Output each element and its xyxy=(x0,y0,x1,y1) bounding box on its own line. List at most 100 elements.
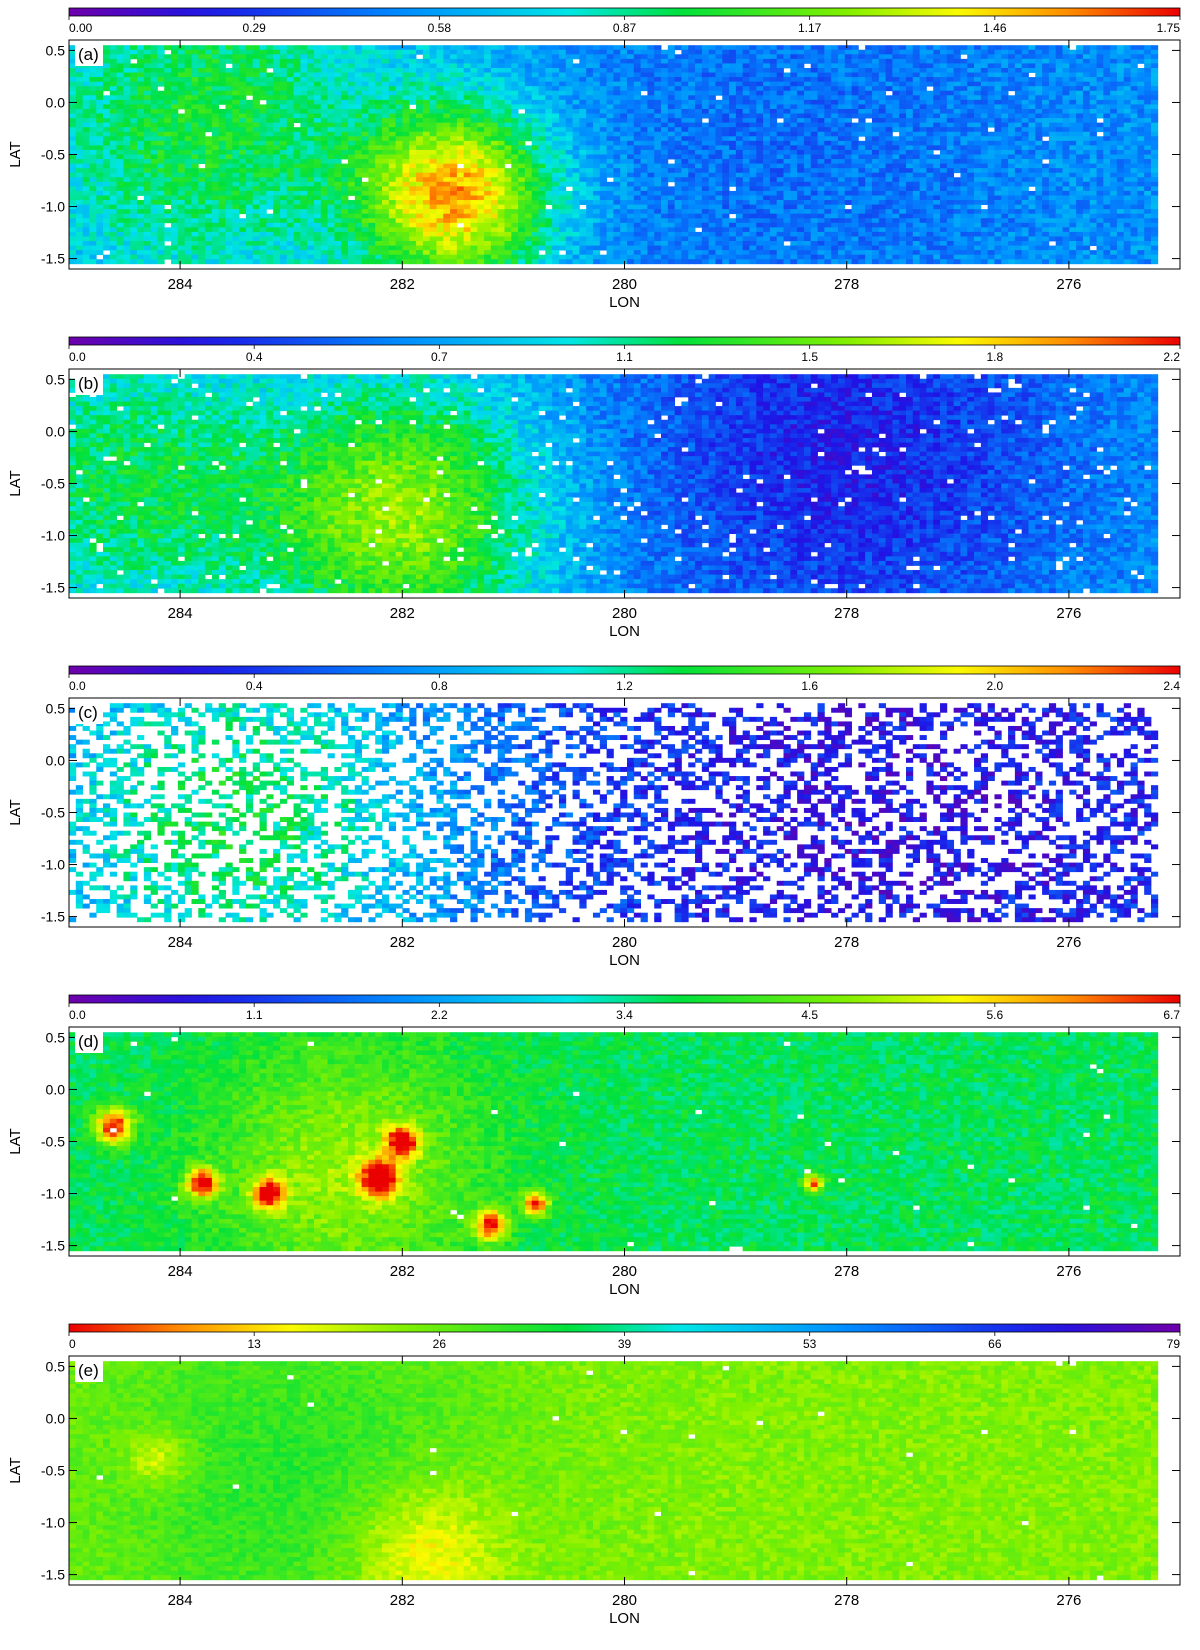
heatmap-cell xyxy=(409,164,416,169)
heatmap-cell xyxy=(892,127,899,132)
heatmap-cell xyxy=(171,159,178,164)
heatmap-cell xyxy=(389,168,396,173)
heatmap-cell xyxy=(505,168,512,173)
heatmap-cell xyxy=(1090,77,1097,82)
heatmap-cell xyxy=(450,63,457,68)
heatmap-cell xyxy=(613,145,620,150)
heatmap-cell xyxy=(1144,73,1151,78)
heatmap-cell xyxy=(743,100,750,105)
heatmap-cell xyxy=(675,54,682,59)
heatmap-cell xyxy=(709,86,716,91)
heatmap-cell xyxy=(620,164,627,169)
heatmap-cell xyxy=(117,127,124,132)
heatmap-cell xyxy=(334,59,341,64)
heatmap-cell xyxy=(545,104,552,109)
heatmap-cell xyxy=(695,168,702,173)
heatmap-cell xyxy=(470,54,477,59)
heatmap-cell xyxy=(899,127,906,132)
heatmap-cell xyxy=(852,136,859,141)
heatmap-cell xyxy=(749,45,756,50)
heatmap-cell xyxy=(960,109,967,114)
heatmap-cell xyxy=(981,155,988,160)
heatmap-cell xyxy=(89,123,96,128)
heatmap-cell xyxy=(123,91,130,96)
heatmap-cell xyxy=(906,54,913,59)
heatmap-cell xyxy=(151,82,158,87)
heatmap-cell xyxy=(246,100,253,105)
heatmap-cell xyxy=(178,77,185,82)
heatmap-cell xyxy=(484,132,491,137)
heatmap-cell xyxy=(287,114,294,119)
heatmap-cell xyxy=(784,109,791,114)
heatmap-cell xyxy=(1008,50,1015,55)
heatmap-cell xyxy=(933,59,940,64)
heatmap-cell xyxy=(185,77,192,82)
heatmap-cell xyxy=(715,63,722,68)
heatmap-cell xyxy=(1022,109,1029,114)
heatmap-cell xyxy=(654,123,661,128)
heatmap-cell xyxy=(280,95,287,100)
heatmap-cell xyxy=(967,95,974,100)
heatmap-cell xyxy=(1090,63,1097,68)
heatmap-cell xyxy=(818,100,825,105)
heatmap-cell xyxy=(981,136,988,141)
heatmap-cell xyxy=(321,95,328,100)
heatmap-cell xyxy=(777,159,784,164)
heatmap-cell xyxy=(620,68,627,73)
heatmap-cell xyxy=(1022,91,1029,96)
heatmap-cell xyxy=(443,77,450,82)
heatmap-cell xyxy=(1117,59,1124,64)
heatmap-cell xyxy=(1097,63,1104,68)
heatmap-cell xyxy=(818,168,825,173)
heatmap-cell xyxy=(940,141,947,146)
heatmap-cell xyxy=(1063,50,1070,55)
heatmap-cell xyxy=(328,141,335,146)
heatmap-cell xyxy=(967,114,974,119)
heatmap-cell xyxy=(505,68,512,73)
heatmap-cell xyxy=(151,114,158,119)
heatmap-cell xyxy=(396,109,403,114)
heatmap-cell xyxy=(409,114,416,119)
heatmap-cell xyxy=(348,150,355,155)
heatmap-cell xyxy=(130,114,137,119)
heatmap-cell xyxy=(770,104,777,109)
heatmap-cell xyxy=(579,168,586,173)
heatmap-cell xyxy=(260,91,267,96)
heatmap-cell xyxy=(219,95,226,100)
heatmap-cell xyxy=(988,164,995,169)
heatmap-cell xyxy=(641,150,648,155)
heatmap-cell xyxy=(620,109,627,114)
heatmap-cell xyxy=(607,155,614,160)
heatmap-cell xyxy=(83,91,90,96)
heatmap-cell xyxy=(1015,50,1022,55)
heatmap-cell xyxy=(1131,104,1138,109)
heatmap-cell xyxy=(1022,104,1029,109)
heatmap-cell xyxy=(130,136,137,141)
heatmap-cell xyxy=(1083,73,1090,78)
heatmap-cell xyxy=(804,168,811,173)
heatmap-cell xyxy=(423,123,430,128)
heatmap-cell xyxy=(1056,73,1063,78)
heatmap-cell xyxy=(539,145,546,150)
heatmap-cell xyxy=(532,118,539,123)
heatmap-cell xyxy=(1001,59,1008,64)
heatmap-cell xyxy=(940,91,947,96)
heatmap-cell xyxy=(647,54,654,59)
heatmap-cell xyxy=(954,82,961,87)
heatmap-cell xyxy=(824,159,831,164)
heatmap-cell xyxy=(770,109,777,114)
heatmap-cell xyxy=(436,123,443,128)
heatmap-cell xyxy=(647,132,654,137)
heatmap-cell xyxy=(749,95,756,100)
heatmap-cell xyxy=(423,63,430,68)
heatmap-cell xyxy=(130,168,137,173)
heatmap-cell xyxy=(328,50,335,55)
heatmap-cell xyxy=(1001,159,1008,164)
heatmap-cell xyxy=(641,45,648,50)
heatmap-cell xyxy=(852,50,859,55)
heatmap-cell xyxy=(396,164,403,169)
heatmap-cell xyxy=(423,155,430,160)
heatmap-cell xyxy=(423,132,430,137)
heatmap-cell xyxy=(266,63,273,68)
heatmap-cell xyxy=(151,155,158,160)
